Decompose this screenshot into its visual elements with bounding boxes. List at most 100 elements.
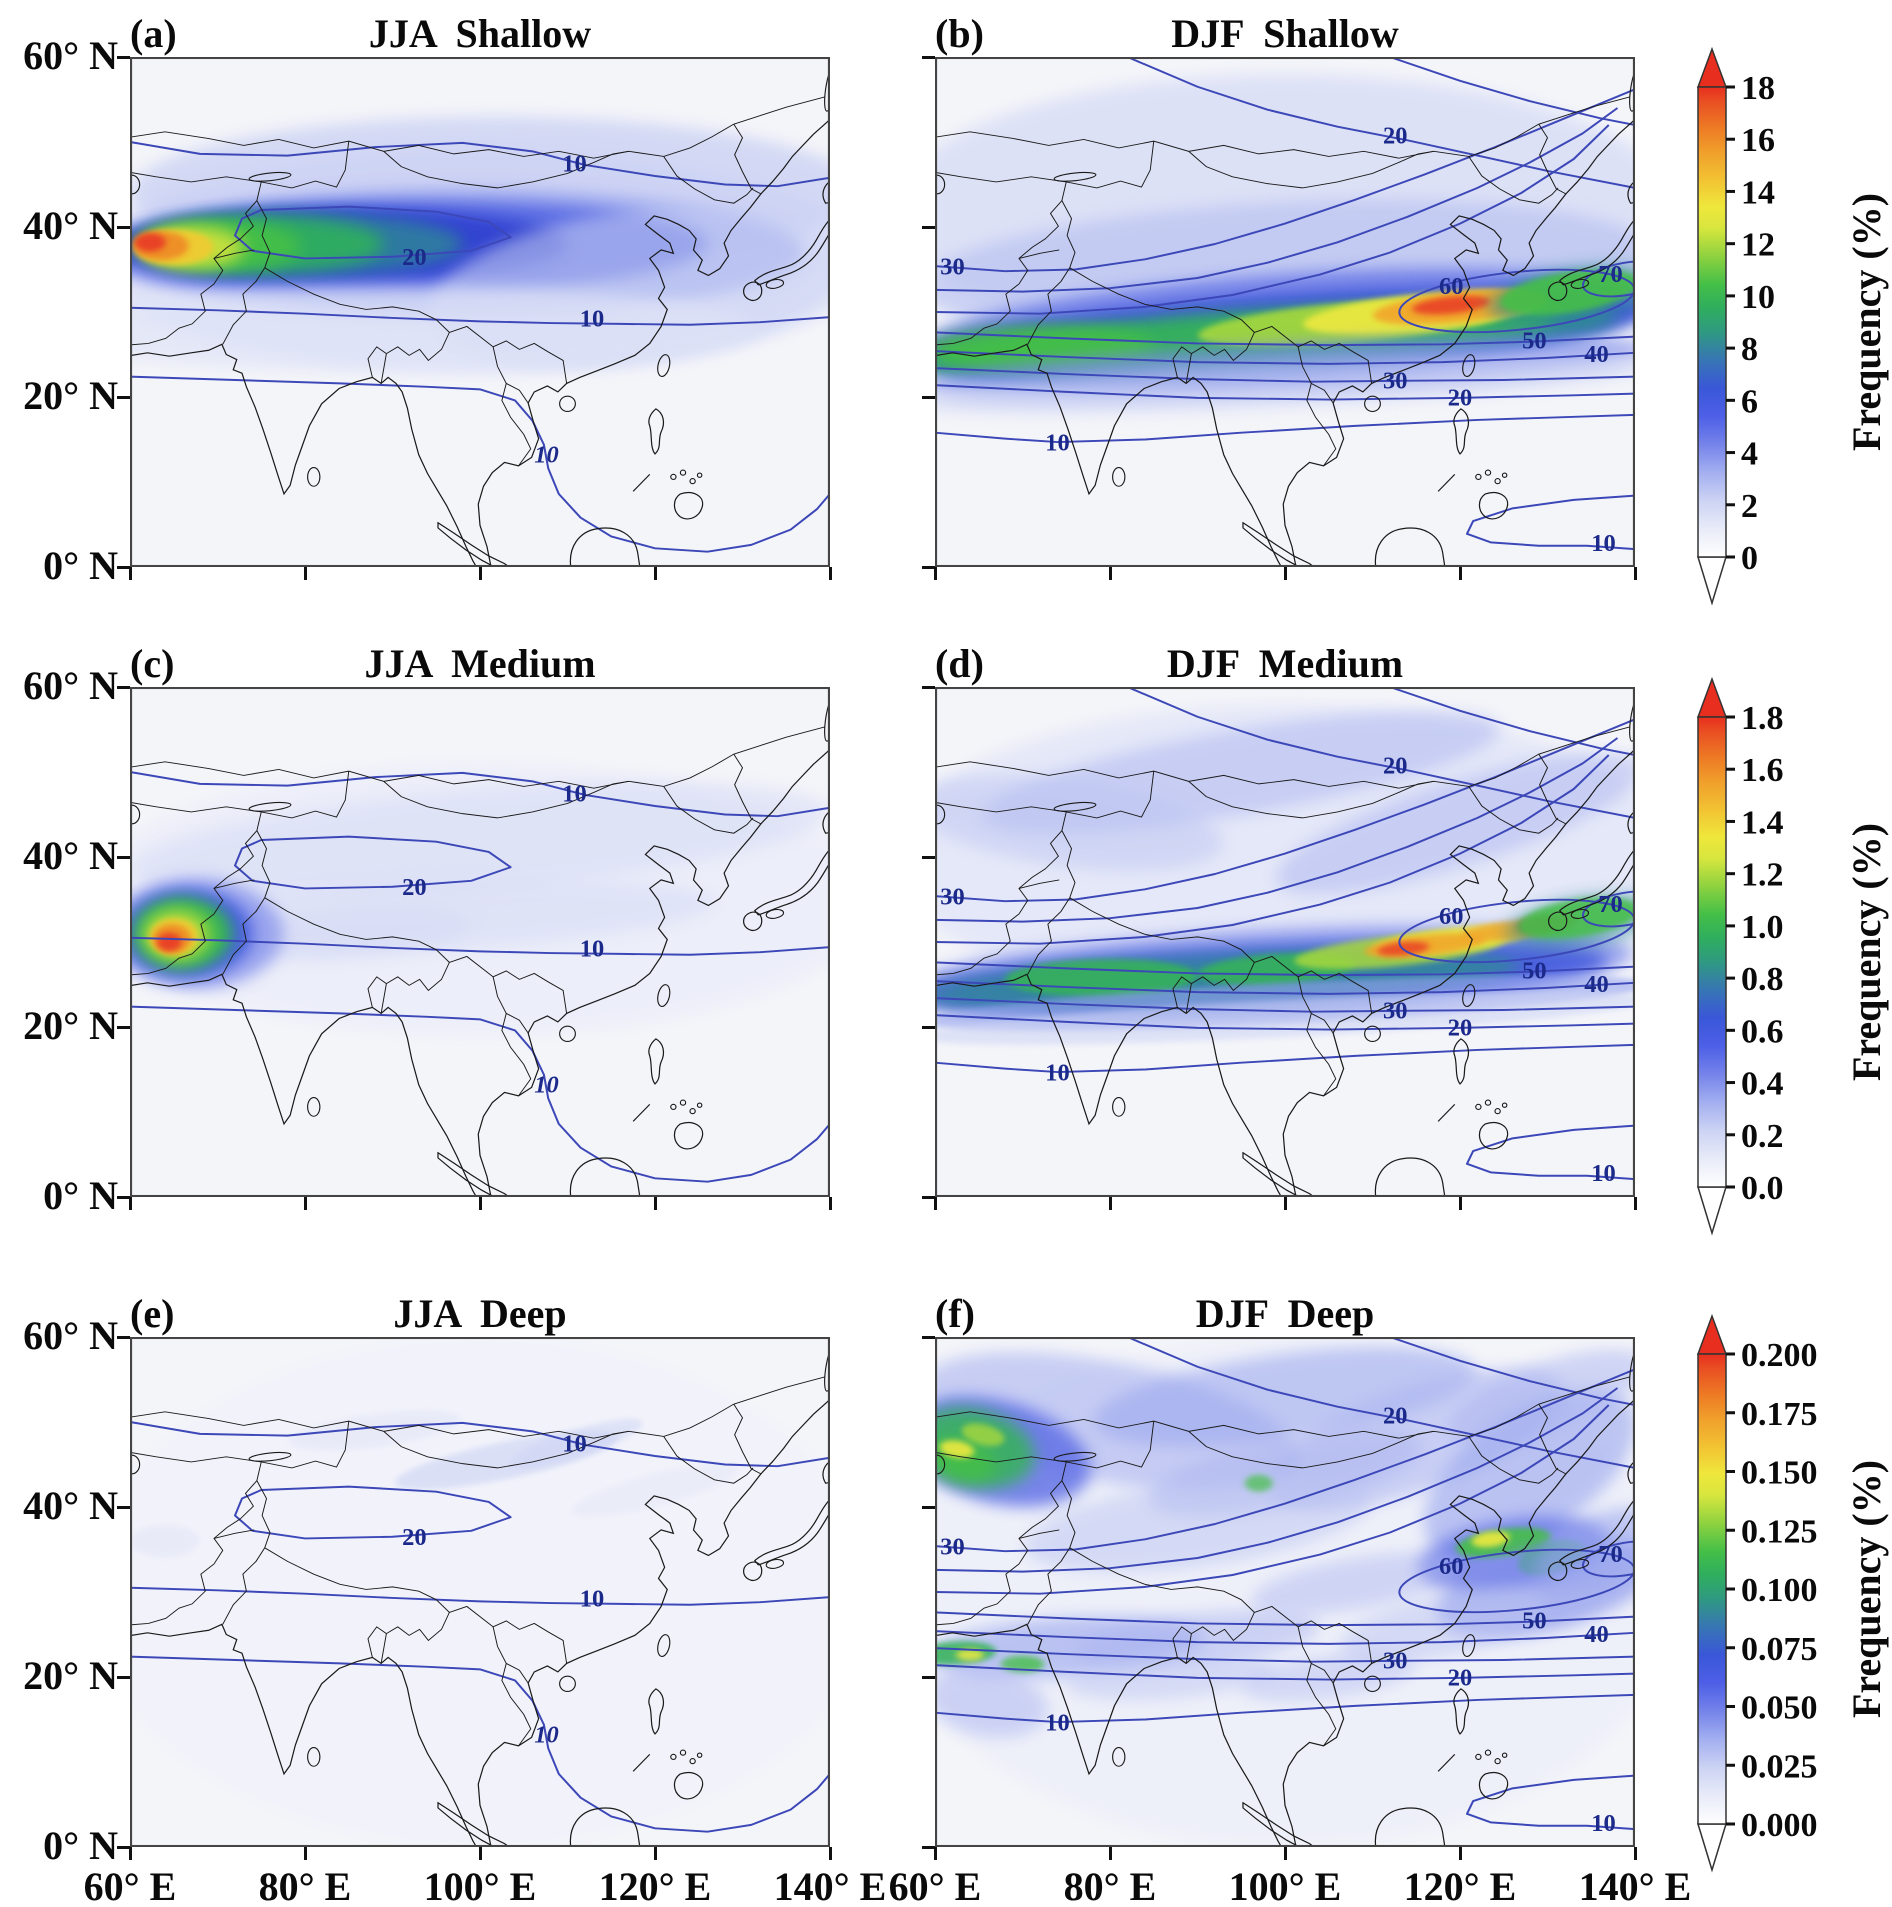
coastline: [673, 1122, 704, 1150]
panel-f-svg: 20 30 60 70 50 40 30 20 10 10: [935, 1337, 1635, 1847]
panel-a-map: 10 20 10 10: [130, 57, 830, 567]
x-tick: [128, 567, 132, 580]
panel-d-prefix: (d): [935, 641, 984, 686]
contour-label-d-30: 30: [1383, 998, 1407, 1025]
colorbar-0-tick: 4: [1741, 436, 1758, 473]
contour-label-d-10: 10: [1591, 1160, 1615, 1187]
contour-label-d-60: 60: [1439, 903, 1463, 930]
y-tick: [922, 855, 935, 859]
x-tick: [828, 1197, 832, 1210]
y-tick: [117, 225, 130, 229]
coastline: [753, 848, 830, 916]
x-tick: [933, 567, 937, 580]
x-axis-label-col0: 100° E: [423, 1864, 537, 1907]
y-axis-label-row0: 60° N: [23, 33, 118, 78]
contour-label-f-40: 40: [1584, 1621, 1608, 1648]
coastline: [1453, 1688, 1470, 1735]
contour-label-f-30: 30: [940, 1534, 964, 1561]
y-tick: [922, 1845, 935, 1849]
contour-label-b-10: 10: [1045, 430, 1069, 457]
colorbar-0-tick: 12: [1741, 227, 1775, 264]
contour-label-b-30: 30: [1383, 368, 1407, 395]
coastline: [822, 811, 830, 834]
y-axis-label-row2: 40° N: [23, 1483, 118, 1528]
contour-label-a-10: 10: [534, 442, 558, 469]
x-tick: [1283, 1847, 1287, 1860]
x-axis-label-col0: 120° E: [598, 1864, 712, 1907]
y-tick: [117, 1505, 130, 1509]
y-tick: [117, 855, 130, 859]
coastline: [1627, 811, 1635, 834]
panel-e-svg: 10 20 10 10: [130, 1337, 830, 1847]
coastline: [648, 408, 665, 455]
coastline: [1437, 473, 1456, 492]
y-tick: [117, 395, 130, 399]
colorbar-1-tick: 1.2: [1741, 857, 1784, 894]
colorbar-2-tick: 0.175: [1741, 1396, 1818, 1433]
coastline: [1558, 1498, 1635, 1566]
contour-label-b-60: 60: [1439, 273, 1463, 300]
coastline: [1282, 748, 1635, 1197]
y-axis-label-row2: 20° N: [23, 1653, 118, 1698]
contour-label-d-20: 20: [1448, 1015, 1472, 1042]
coastline: [1242, 1801, 1316, 1847]
coastline: [569, 1807, 641, 1847]
coastline: [130, 973, 478, 1197]
y-tick: [922, 1675, 935, 1679]
y-tick: [117, 1675, 130, 1679]
y-axis-label-row1: 20° N: [23, 1003, 118, 1048]
panel-f-prefix: (f): [935, 1291, 975, 1336]
panel-f-map: 20 30 60 70 50 40 30 20 10 10: [935, 1337, 1635, 1847]
y-tick: [922, 565, 935, 569]
coastline: [648, 1688, 665, 1735]
panel-b-prefix: (b): [935, 11, 984, 56]
contour-label-d-40: 40: [1584, 971, 1608, 998]
coastline: [1437, 1753, 1456, 1772]
coastline: [437, 1801, 511, 1847]
x-axis-label-col0: 80° E: [258, 1864, 352, 1907]
coastline: [753, 218, 830, 286]
y-tick: [117, 1025, 130, 1029]
coastline: [1478, 1772, 1509, 1800]
x-axis-label-col0: 140° E: [773, 1864, 887, 1907]
contour-label-c-20: 20: [402, 875, 426, 902]
coastline: [673, 492, 704, 520]
coastline: [1627, 1461, 1635, 1484]
coastline: [477, 118, 830, 567]
colorbar-1-tick: 0.0: [1741, 1170, 1784, 1207]
contour-label-f-10: 10: [1591, 1810, 1615, 1837]
coastline: [935, 1623, 1283, 1847]
x-tick: [478, 1847, 482, 1860]
colorbar-1-tick: 0.8: [1741, 961, 1784, 998]
coastline: [1453, 1038, 1470, 1085]
panel-e-map: 10 20 10 10: [130, 1337, 830, 1847]
x-tick: [478, 567, 482, 580]
colorbar-bottom-arrow-icon: [1696, 556, 1728, 606]
coastline: [477, 748, 830, 1197]
colorbar-bottom-arrow-icon: [1696, 1186, 1728, 1236]
x-tick: [128, 1847, 132, 1860]
colorbar-2-svg: 0.200 0.175 0.150 0.125 0.100 0.075 0.050 0.025…: [1696, 1313, 1889, 1873]
colorbar-0-tick: 14: [1741, 174, 1775, 211]
coastline: [569, 527, 641, 567]
panel-d-map: 20 30 60 70 50 40 30 20 10 10: [935, 687, 1635, 1197]
colorbar-1: 1.8 1.6 1.4 1.2 1.0 0.8 0.6 0.4 0.2 0.0 Frequency …: [1690, 675, 1892, 1275]
colorbar-2: 0.200 0.175 0.150 0.125 0.100 0.075 0.050 0.025…: [1690, 1312, 1892, 1907]
colorbar-0-svg: 18 16 14 12 10 8 6 4 2 0 Frequency (%): [1696, 46, 1889, 606]
panel-a-prefix: (a): [130, 11, 177, 56]
x-tick: [303, 1847, 307, 1860]
coastline: [822, 181, 830, 204]
y-tick: [922, 55, 935, 59]
x-axis-label-col1: 100° E: [1228, 1864, 1342, 1907]
y-tick: [117, 685, 130, 689]
contour-label-b-30: 30: [940, 254, 964, 281]
x-tick: [828, 567, 832, 580]
contour-label-a-20: 20: [402, 245, 426, 272]
coastline: [130, 343, 478, 567]
colorbar-2-tick: 0.150: [1741, 1455, 1818, 1492]
colorbar-0: 18 16 14 12 10 8 6 4 2 0 Frequency (%): [1690, 45, 1892, 645]
x-tick: [303, 567, 307, 580]
panel-a-title: JJA Shallow: [368, 11, 592, 56]
coastline: [632, 1753, 651, 1772]
